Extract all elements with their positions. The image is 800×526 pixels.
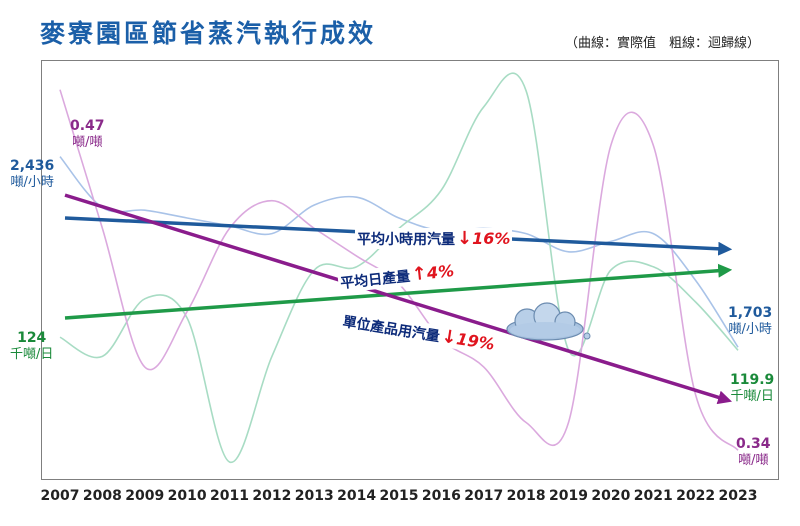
x-tick-label: 2013: [295, 488, 334, 504]
hourly-series-line: [59, 156, 739, 348]
daily-end-label: 119.9 千噸/日: [730, 372, 775, 404]
daily-trend-pct: 4%: [425, 261, 455, 283]
x-tick-label: 2015: [380, 488, 419, 504]
daily-start-label: 124 千噸/日: [10, 330, 54, 362]
hourly-trend-arrow: ↓: [457, 228, 473, 249]
cloud-icon: [506, 302, 591, 341]
x-tick-label: 2009: [125, 488, 164, 504]
trend-lines: [64, 193, 733, 405]
hourly-trend-label: 平均小時用汽量 ↓ 16%: [355, 228, 513, 249]
hourly-start-label: 2,436 噸/小時: [10, 158, 55, 190]
chart-note: （曲線：實際值 粗線：迴歸線）: [564, 36, 760, 51]
chart-title: 麥寮園區節省蒸汽執行成效: [40, 19, 377, 48]
x-tick-label: 2014: [337, 488, 376, 504]
daily-trend-line: [64, 263, 733, 320]
x-tick-label: 2021: [634, 488, 673, 504]
x-tick-label: 2012: [252, 488, 291, 504]
hourly-trend-text: 平均小時用汽量: [357, 231, 455, 248]
series-curves: [59, 72, 739, 463]
unit-end-label: 0.34 噸/噸: [736, 436, 771, 468]
x-tick-label: 2008: [83, 488, 122, 504]
x-tick-label: 2019: [549, 488, 588, 504]
x-tick-label: 2020: [591, 488, 630, 504]
x-tick-label: 2023: [719, 488, 758, 504]
x-tick-label: 2018: [507, 488, 546, 504]
unit-trend-line: [64, 193, 733, 405]
x-tick-label: 2010: [168, 488, 207, 504]
x-tick-label: 2007: [41, 488, 80, 504]
x-axis-ticks: 2007 2008 2009 2010 2011 2012 2013 2014 2015 2016…: [41, 488, 758, 504]
hourly-end-label: 1,703 噸/小時: [728, 305, 773, 337]
daily-series-line: [59, 72, 739, 463]
x-tick-label: 2022: [676, 488, 715, 504]
x-tick-label: 2017: [464, 488, 503, 504]
x-tick-label: 2011: [210, 488, 249, 504]
unit-series-line: [59, 89, 739, 451]
hourly-trend-pct: 16%: [472, 229, 511, 248]
unit-start-label: 0.47 噸/噸: [70, 118, 105, 150]
x-tick-label: 2016: [422, 488, 461, 504]
